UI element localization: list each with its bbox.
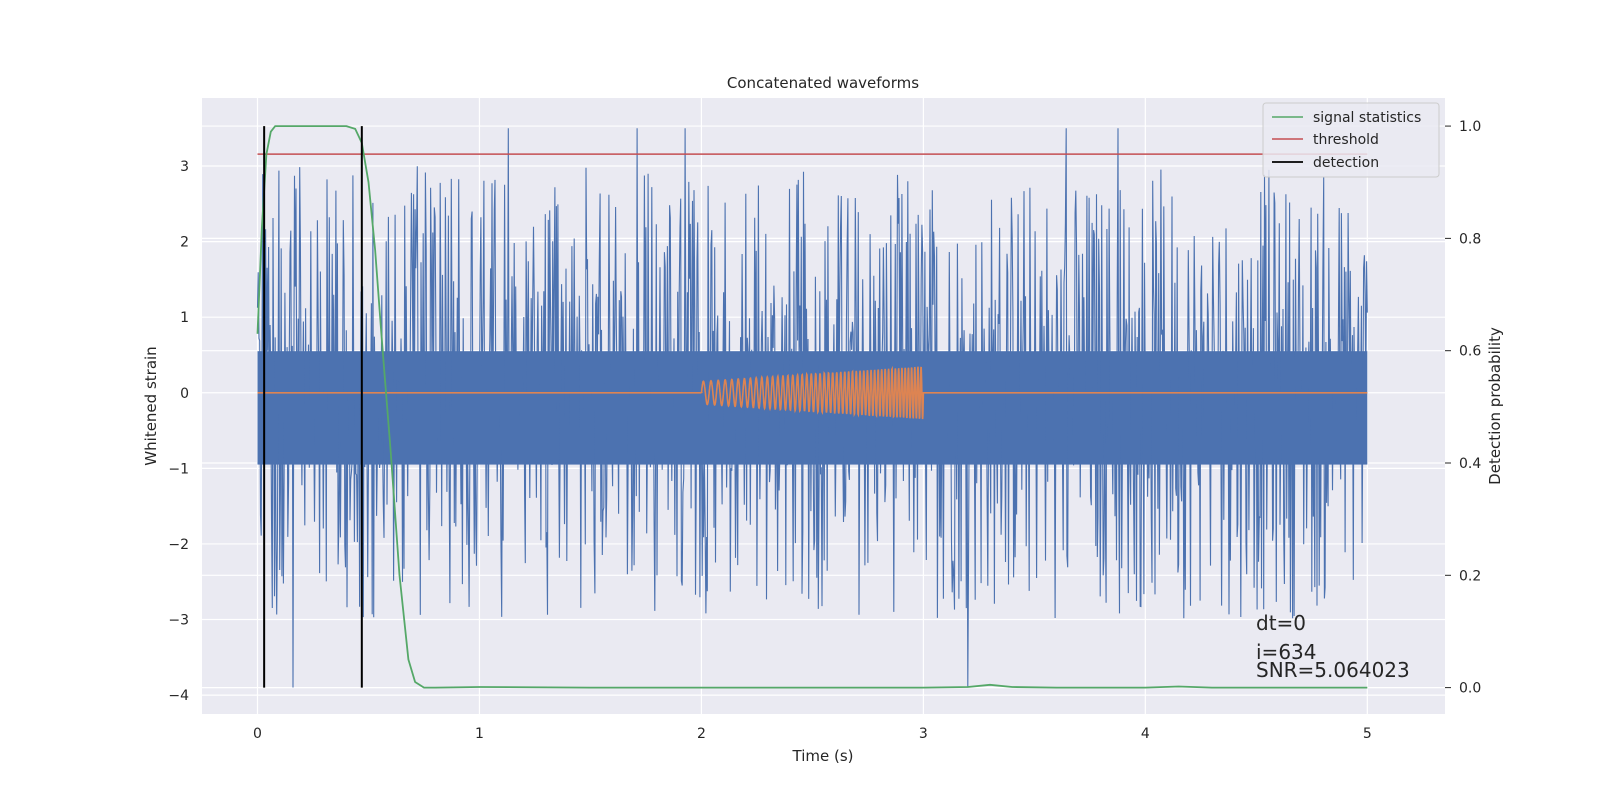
y-right-axis-label: Detection probability xyxy=(1486,327,1504,485)
strain-series xyxy=(256,128,1368,688)
legend-label-detection: detection xyxy=(1313,155,1379,171)
legend-label-signal-statistics: signal statistics xyxy=(1313,110,1421,126)
y-tick-label: −1 xyxy=(168,461,189,477)
y-tick-label: −4 xyxy=(168,688,189,704)
annotation-snr: SNR=5.064023 xyxy=(1256,658,1410,682)
legend-box xyxy=(1262,102,1440,178)
y-right-tick-label: 0.6 xyxy=(1459,344,1481,360)
ticks: 0 1 2 3 4 5 −4 −3 −2 −1 0 1 2 3 0.0 0.2 0.4 0.6 0.8 1.0 xyxy=(168,119,1481,742)
y-tick-label: −2 xyxy=(168,537,189,553)
y-right-tick-label: 1.0 xyxy=(1459,119,1481,135)
legend-label-threshold: threshold xyxy=(1313,132,1379,148)
x-tick-label: 2 xyxy=(697,726,706,742)
y-right-tick-label: 0.0 xyxy=(1459,681,1481,697)
x-tick-label: 5 xyxy=(1363,726,1372,742)
template-series xyxy=(257,365,1368,420)
y-tick-label: 1 xyxy=(180,310,189,326)
x-tick-label: 4 xyxy=(1141,726,1150,742)
y-tick-label: 0 xyxy=(180,386,189,402)
y-axis-label: Whitened strain xyxy=(142,346,160,465)
y-right-tick-label: 0.8 xyxy=(1459,231,1481,247)
annotation-index: i=634 xyxy=(1256,640,1317,664)
annotation-dt: dt=0 xyxy=(1256,611,1306,635)
legend: signal statistics threshold detection xyxy=(1262,102,1440,178)
y-tick-label: 3 xyxy=(180,159,189,175)
chart-title: Concatenated waveforms xyxy=(727,74,919,92)
x-tick-label: 0 xyxy=(253,726,262,742)
y-tick-label: 2 xyxy=(180,235,189,251)
data-layer xyxy=(256,125,1368,689)
x-tick-label: 3 xyxy=(919,726,928,742)
x-axis-label: Time (s) xyxy=(792,747,854,765)
signal-statistics-series xyxy=(256,125,1368,689)
annotation-block: dt=0 i=634 SNR=5.064023 xyxy=(1256,611,1410,682)
x-tick-label: 1 xyxy=(475,726,484,742)
y-tick-label: −3 xyxy=(168,613,189,629)
y-right-tick-label: 0.2 xyxy=(1459,568,1481,584)
y-right-tick-label: 0.4 xyxy=(1459,456,1481,472)
